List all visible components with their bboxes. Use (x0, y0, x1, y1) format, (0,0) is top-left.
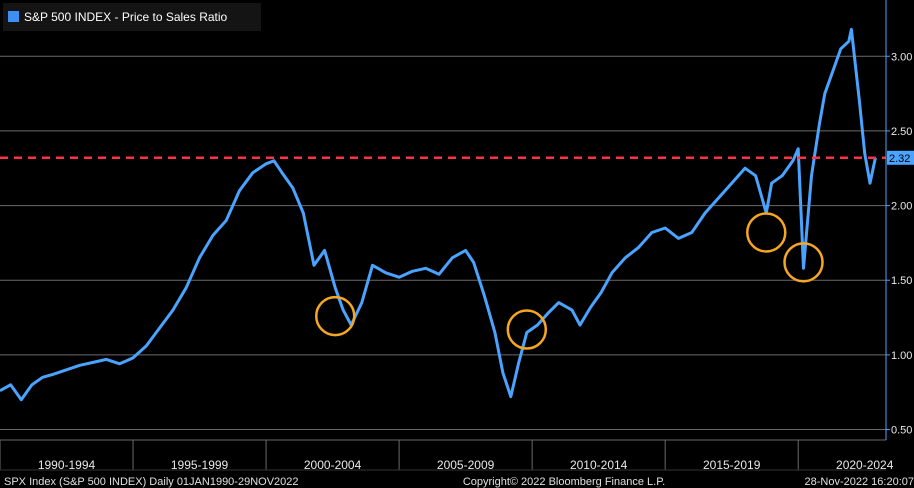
y-tick-label: 1.00 (891, 350, 912, 362)
y-tick-label: 2.50 (891, 126, 912, 138)
x-period-label: 2010-2014 (570, 458, 628, 472)
y-tick-label: 1.50 (891, 275, 912, 287)
y-tick-label: 0.50 (891, 425, 912, 437)
annotation-circle (506, 309, 548, 350)
footer: SPX Index (S&P 500 INDEX) Daily 01JAN199… (4, 476, 914, 488)
x-period-label: 2020-2024 (836, 458, 894, 472)
x-period-label: 1995-1999 (171, 458, 229, 472)
legend-label: S&P 500 INDEX - Price to Sales Ratio (24, 10, 228, 24)
y-tick-label: 2.00 (891, 201, 912, 213)
reference-value-label: 2.32 (889, 153, 910, 165)
footer-center: Copyright© 2022 Bloomberg Finance L.P. (463, 476, 665, 488)
reference-value-badge (887, 150, 914, 165)
x-period-label: 1990-1994 (38, 458, 96, 472)
y-axis: 0.50 1.00 1.50 2.00 2.50 3.00 (885, 0, 912, 440)
annotation-circle (783, 242, 824, 283)
annotation-circle (746, 212, 787, 253)
series-line (0, 27, 877, 402)
x-period-label: 2015-2019 (703, 458, 761, 472)
reference-line-layer: 2.32 (0, 150, 914, 165)
grid-layer (0, 55, 886, 431)
footer-left: SPX Index (S&P 500 INDEX) Daily 01JAN199… (4, 476, 299, 488)
x-axis: 1990-1994 1995-1999 2000-2004 2005-2009 2010… (0, 439, 894, 472)
series-layer (0, 27, 877, 402)
legend[interactable]: S&P 500 INDEX - Price to Sales Ratio (3, 3, 261, 31)
annotation-circle (314, 295, 356, 337)
footer-right: 28-Nov-2022 16:20:07 (805, 476, 914, 488)
x-period-label: 2005-2009 (437, 458, 495, 472)
x-period-label: 2000-2004 (304, 458, 362, 472)
annotation-layer (314, 212, 824, 350)
legend-swatch (8, 11, 19, 22)
y-tick-label: 3.00 (891, 51, 912, 63)
